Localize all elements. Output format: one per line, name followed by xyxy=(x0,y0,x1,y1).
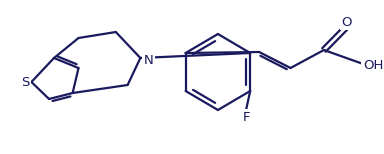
Text: N: N xyxy=(143,53,153,67)
Text: O: O xyxy=(341,16,352,28)
Text: OH: OH xyxy=(363,59,383,71)
Text: F: F xyxy=(243,111,250,124)
Text: S: S xyxy=(22,75,30,89)
